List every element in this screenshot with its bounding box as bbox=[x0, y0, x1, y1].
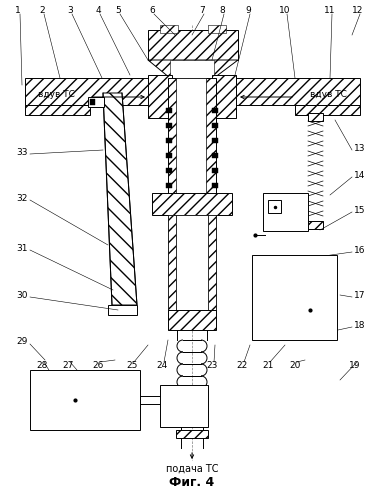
Text: 15: 15 bbox=[354, 206, 366, 215]
Polygon shape bbox=[148, 30, 238, 60]
Bar bbox=[166, 138, 172, 143]
Text: 1: 1 bbox=[15, 5, 21, 14]
Text: вдув ТС: вдув ТС bbox=[38, 89, 75, 98]
Text: 2: 2 bbox=[39, 5, 45, 14]
Text: 4: 4 bbox=[95, 5, 101, 14]
Text: 31: 31 bbox=[16, 244, 28, 252]
Polygon shape bbox=[108, 305, 137, 315]
Text: 6: 6 bbox=[149, 5, 155, 14]
Text: 3: 3 bbox=[67, 5, 73, 14]
Polygon shape bbox=[212, 75, 236, 118]
Bar bbox=[212, 108, 218, 113]
Bar bbox=[160, 25, 178, 33]
Bar bbox=[212, 168, 218, 173]
Text: 22: 22 bbox=[236, 360, 248, 369]
Bar bbox=[166, 123, 172, 128]
Bar bbox=[252, 255, 337, 340]
Text: 10: 10 bbox=[279, 5, 291, 14]
Bar bbox=[176, 78, 206, 195]
Bar bbox=[263, 193, 308, 231]
Text: 26: 26 bbox=[92, 360, 104, 369]
Text: 18: 18 bbox=[354, 320, 366, 329]
Bar bbox=[90, 99, 95, 105]
Text: 9: 9 bbox=[245, 5, 251, 14]
Bar bbox=[308, 113, 323, 121]
Bar bbox=[212, 153, 218, 158]
Text: 13: 13 bbox=[354, 144, 366, 153]
Text: 11: 11 bbox=[324, 5, 336, 14]
Text: 28: 28 bbox=[36, 360, 48, 369]
Text: 16: 16 bbox=[354, 246, 366, 254]
Text: 21: 21 bbox=[262, 360, 274, 369]
Text: 7: 7 bbox=[199, 5, 205, 14]
Polygon shape bbox=[25, 78, 155, 105]
Bar bbox=[212, 123, 218, 128]
Text: подача ТС: подача ТС bbox=[166, 464, 218, 474]
Text: 19: 19 bbox=[349, 360, 361, 369]
Polygon shape bbox=[168, 78, 216, 195]
Bar bbox=[178, 398, 204, 410]
Text: 27: 27 bbox=[62, 360, 74, 369]
Polygon shape bbox=[295, 105, 360, 115]
Text: 30: 30 bbox=[16, 290, 28, 299]
Polygon shape bbox=[168, 215, 176, 310]
Text: 23: 23 bbox=[206, 360, 218, 369]
Text: 5: 5 bbox=[115, 5, 121, 14]
Text: 14: 14 bbox=[354, 171, 366, 180]
Bar bbox=[308, 221, 323, 229]
Bar bbox=[176, 215, 208, 310]
Text: 20: 20 bbox=[289, 360, 301, 369]
Bar bbox=[88, 97, 104, 107]
Text: 17: 17 bbox=[354, 290, 366, 299]
Polygon shape bbox=[103, 93, 137, 305]
Bar bbox=[212, 138, 218, 143]
Text: 29: 29 bbox=[16, 337, 28, 346]
Text: 8: 8 bbox=[219, 5, 225, 14]
Polygon shape bbox=[25, 105, 90, 115]
Polygon shape bbox=[170, 60, 214, 78]
Text: 33: 33 bbox=[16, 148, 28, 157]
Bar bbox=[160, 385, 208, 427]
Polygon shape bbox=[230, 78, 360, 105]
Bar bbox=[168, 310, 216, 330]
Text: 32: 32 bbox=[16, 194, 28, 203]
Bar bbox=[212, 183, 218, 188]
Polygon shape bbox=[176, 430, 208, 438]
Polygon shape bbox=[208, 215, 216, 310]
Text: 25: 25 bbox=[126, 360, 138, 369]
Text: Фиг. 4: Фиг. 4 bbox=[169, 477, 215, 490]
Bar bbox=[208, 25, 226, 33]
Bar bbox=[166, 183, 172, 188]
Polygon shape bbox=[152, 193, 232, 215]
Bar bbox=[30, 370, 140, 430]
Polygon shape bbox=[148, 75, 172, 118]
Bar bbox=[166, 168, 172, 173]
Text: 12: 12 bbox=[352, 5, 364, 14]
Bar bbox=[166, 108, 172, 113]
Text: вдув ТС: вдув ТС bbox=[310, 89, 347, 98]
Polygon shape bbox=[148, 60, 238, 78]
Text: 24: 24 bbox=[157, 360, 168, 369]
Bar bbox=[166, 153, 172, 158]
Bar bbox=[268, 200, 281, 213]
